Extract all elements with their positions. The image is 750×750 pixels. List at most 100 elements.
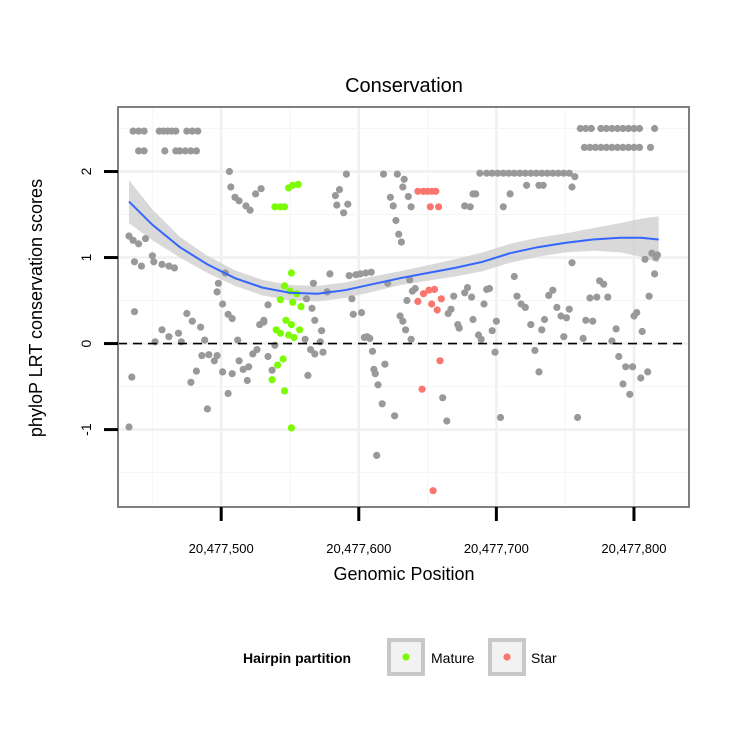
point-other [574,413,582,422]
point-other [213,288,221,296]
point-other [645,292,653,300]
point-other [523,181,531,189]
point-other [374,381,382,389]
point-other [468,293,476,301]
point-other [140,147,148,155]
point-other [613,124,622,133]
legend-dot-star [503,653,511,661]
point-other [348,295,356,303]
point-mature [287,424,295,432]
point-other [357,309,366,317]
point-other [228,370,236,378]
point-other [510,272,518,281]
point-other [554,169,562,177]
point-other [602,124,611,133]
point-other [192,367,200,375]
point-other [565,169,573,177]
point-other [183,127,191,135]
y-tick-label: -1 [78,423,94,436]
point-other [635,143,644,151]
point-other [397,238,405,246]
x-tick-label: 20,477,700 [464,541,529,556]
point-other [188,127,196,135]
smooth-line [128,200,659,295]
legend-item-mature: Mature [387,638,475,676]
point-other [368,347,377,355]
point-other [194,127,202,135]
point-other [491,348,499,356]
point-other [335,186,344,194]
point-other [496,413,505,422]
point-other [557,312,565,320]
point-mature [274,361,282,369]
point-other [604,293,612,301]
point-other [140,127,148,135]
legend-title: Hairpin partition [243,650,351,666]
point-other [129,127,137,135]
point-other [386,193,394,201]
point-other [527,321,535,329]
point-other [543,169,551,177]
point-other [568,259,576,267]
point-other [198,352,206,360]
chart-title: Conservation [345,75,463,97]
point-other [582,124,590,133]
point-star [414,187,422,195]
point-other [174,329,183,337]
x-tick-label: 20,477,800 [601,541,666,556]
point-other [630,143,638,151]
y-axis: -1 0 1 2 [78,167,118,436]
point-other [311,350,319,358]
point-star [428,300,436,308]
point-other [392,216,400,225]
point-other [488,327,496,335]
point-star [426,203,434,211]
point-other [379,170,388,178]
point-other [309,279,317,287]
point-mature [287,269,295,277]
point-other [302,295,311,303]
point-other [378,400,386,408]
point-other [393,170,401,178]
point-other [506,190,514,198]
point-other [172,127,180,135]
point-other [373,451,381,459]
point-other [188,317,196,325]
point-other [560,333,568,341]
point-other [135,127,143,135]
point-other [589,317,597,325]
point-other [629,363,637,371]
data-points [125,124,662,495]
point-other [492,317,500,325]
point-other [367,268,375,276]
point-other [439,394,447,402]
point-star [432,187,440,195]
point-other [568,183,576,191]
point-other [344,200,352,208]
point-other [608,143,616,151]
point-other [246,206,254,214]
point-mature [280,203,289,211]
point-other [253,346,261,354]
point-other [586,294,594,302]
point-other [349,310,357,318]
legend-dot-mature [402,653,410,661]
point-other [356,270,364,278]
point-other [619,124,627,133]
point-other [463,284,472,292]
point-other [652,253,660,262]
point-other [224,389,232,398]
point-other [613,143,622,151]
point-mature [296,326,304,334]
legend-label-star: Star [531,650,557,666]
point-other [633,309,641,317]
point-other [538,326,546,334]
point-other [165,333,173,341]
point-star [429,487,437,495]
point-other [225,167,233,176]
point-other [579,334,587,342]
point-other [214,279,222,287]
y-tick-label: 0 [78,339,94,347]
point-other [406,276,414,284]
